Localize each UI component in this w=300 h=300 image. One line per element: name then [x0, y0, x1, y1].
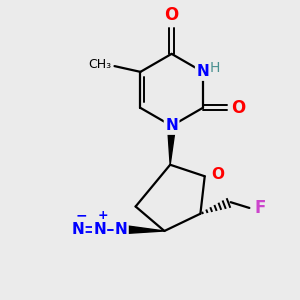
- Text: N: N: [72, 222, 84, 237]
- Text: N: N: [93, 222, 106, 237]
- Text: N: N: [196, 64, 209, 80]
- Text: O: O: [164, 6, 179, 24]
- Text: CH₃: CH₃: [88, 58, 112, 71]
- Text: +: +: [97, 209, 108, 222]
- Text: H: H: [210, 61, 220, 75]
- Text: N: N: [165, 118, 178, 134]
- Text: −: −: [75, 208, 87, 222]
- Text: O: O: [232, 99, 246, 117]
- Text: O: O: [211, 167, 224, 182]
- Polygon shape: [124, 226, 164, 234]
- Polygon shape: [168, 126, 176, 165]
- Text: F: F: [254, 199, 266, 217]
- Text: N: N: [115, 222, 128, 237]
